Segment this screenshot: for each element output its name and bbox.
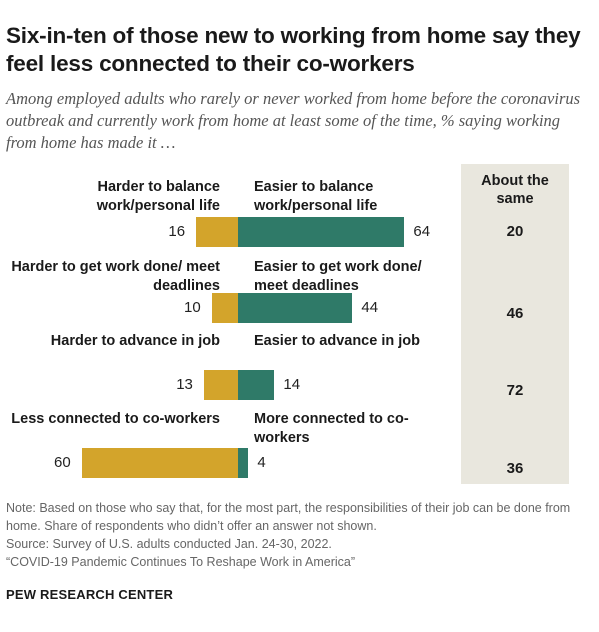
right-category-label: Easier to balance work/personal life xyxy=(254,179,378,214)
about-same-value: 46 xyxy=(506,305,524,322)
left-category-label: Harder to get work done/ meet deadlines xyxy=(11,259,220,294)
about-same-panel xyxy=(461,164,569,484)
about-same-value: 20 xyxy=(506,223,524,240)
right-bar xyxy=(238,370,275,400)
left-bar xyxy=(82,448,238,478)
right-value-label: 64 xyxy=(413,223,431,240)
about-same-header: About the same xyxy=(481,173,549,207)
brand-logo-text: PEW RESEARCH CENTER xyxy=(6,587,174,602)
left-value-label: 13 xyxy=(176,376,193,393)
left-bar xyxy=(204,370,238,400)
chart-title: Six-in-ten of those new to working from … xyxy=(6,23,581,76)
right-category-label: More connected to co-workers xyxy=(254,411,409,446)
left-category-label: Less connected to co-workers xyxy=(11,411,220,427)
right-value-label: 14 xyxy=(283,376,301,393)
footnotes: Note: Based on those who say that, for t… xyxy=(6,499,586,571)
note-text: Note: Based on those who say that, for t… xyxy=(6,501,571,533)
about-same-value: 36 xyxy=(506,460,524,477)
left-category-label: Harder to balance work/personal life xyxy=(96,179,220,214)
left-bar xyxy=(212,293,238,323)
right-bar xyxy=(238,217,405,247)
right-bar xyxy=(238,448,249,478)
left-value-label: 16 xyxy=(168,223,186,240)
right-value-label: 4 xyxy=(257,454,266,471)
right-value-label: 44 xyxy=(361,299,379,316)
left-value-label: 10 xyxy=(184,299,201,316)
left-category-label: Harder to advance in job xyxy=(50,333,220,349)
left-value-label: 60 xyxy=(54,454,71,471)
right-category-label: Easier to get work done/ meet deadlines xyxy=(254,259,422,294)
right-category-label: Easier to advance in job xyxy=(254,333,420,349)
source-text: Source: Survey of U.S. adults conducted … xyxy=(6,537,332,551)
report-title-text: “COVID-19 Pandemic Continues To Reshape … xyxy=(6,555,355,569)
chart-subtitle: Among employed adults who rarely or neve… xyxy=(6,89,581,152)
left-bar xyxy=(196,217,238,247)
about-same-value: 72 xyxy=(506,382,524,399)
right-bar xyxy=(238,293,353,323)
